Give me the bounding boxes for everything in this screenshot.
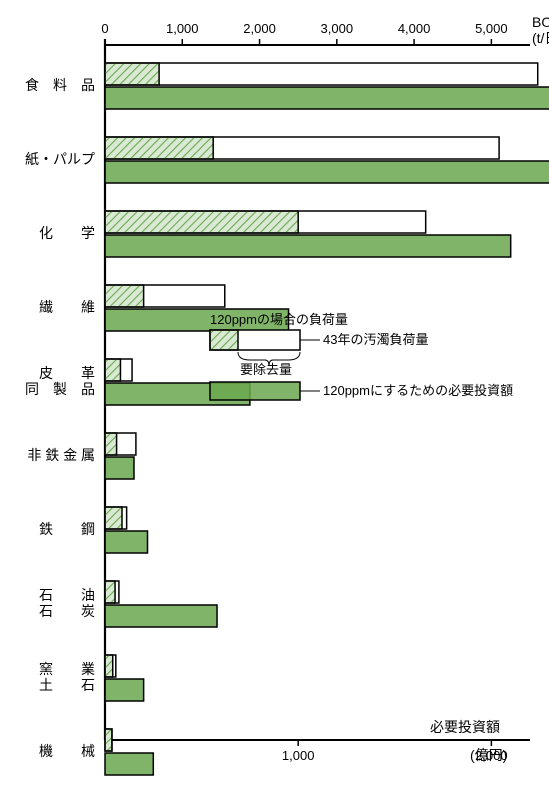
top-axis-title: BOD負荷量 [532,14,549,30]
top-tick-label: 4,000 [398,21,431,36]
investment-bar [105,753,153,775]
category-label: 石 炭 [39,603,95,619]
investment-bar [105,161,549,183]
legend-investment: 120ppmにするための必要投資額 [323,383,513,398]
investment-bar [105,87,549,109]
top-tick-label: 3,000 [321,21,354,36]
category-label: 非 鉄 金 属 [27,447,95,463]
top-axis-unit: (t/日) [532,30,549,46]
category-label: 窯 業 [39,661,95,677]
category-label: 食 料 品 [25,77,95,93]
bottom-tick-label: 1,000 [282,748,315,763]
category-label: 土 石 [39,677,95,693]
load-bar-120ppm [105,507,122,529]
load-bar-120ppm [105,63,159,85]
load-bar-120ppm [105,211,298,233]
legend: 120ppmの場合の負荷量 43年の汚濁負荷量要除去量 120ppmにするための必要… [210,312,513,400]
bod-load-investment-chart: 0 1,000 2,000 3,000 4,000 5,000 BOD負荷量(t/日) 1,0… [0,0,549,786]
load-bar-120ppm [105,285,144,307]
top-tick-label: 0 [101,21,108,36]
bottom-axis-title: 必要投資額 [430,719,500,735]
load-bar-120ppm [105,359,120,381]
category-label: 鉄 鋼 [39,521,95,537]
investment-bar [105,457,134,479]
load-bar-43yr [105,63,538,85]
category-label: 機 械 [39,743,95,759]
top-tick-label: 5,000 [475,21,508,36]
investment-bar [105,235,511,257]
load-bar-120ppm [105,137,213,159]
investment-bar [105,531,148,553]
category-label: 石 油 [39,587,95,603]
category-label: 繊 維 [39,299,95,315]
load-bar-120ppm [105,729,112,751]
category-label: 紙・パルプ [25,151,95,167]
bottom-axis-unit: (億円) [470,747,507,763]
legend-removal: 要除去量 [240,362,292,377]
load-bar-120ppm [105,433,117,455]
legend-120ppm: 120ppmの場合の負荷量 [210,312,348,327]
category-label: 同 製 品 [25,381,95,397]
load-bar-120ppm [105,655,113,677]
investment-bar [105,605,217,627]
top-tick-label: 1,000 [166,21,199,36]
legend-43yr: 43年の汚濁負荷量 [323,332,428,347]
investment-bar [105,679,144,701]
category-label: 化 学 [39,225,95,241]
top-tick-label: 2,000 [243,21,276,36]
load-bar-120ppm [105,581,115,603]
category-label: 皮 革 [39,365,95,381]
